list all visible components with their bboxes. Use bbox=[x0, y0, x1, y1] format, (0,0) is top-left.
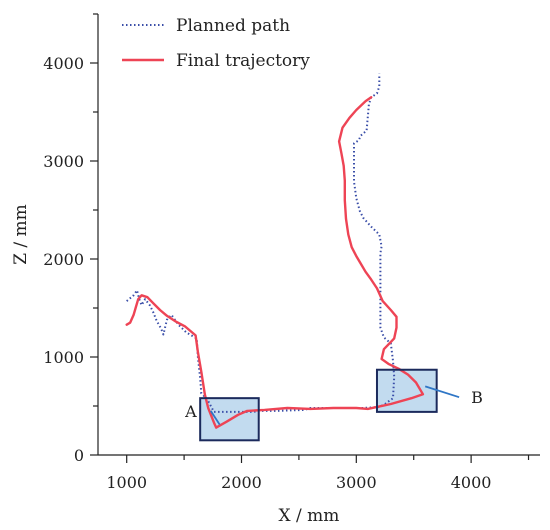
series-line-final-trajectory bbox=[125, 96, 425, 429]
series-line-planned-path bbox=[126, 73, 396, 413]
y-tick-label: 1000 bbox=[43, 348, 84, 367]
y-tick-label: 2000 bbox=[43, 250, 84, 269]
annotation-label-b: B bbox=[471, 388, 483, 407]
x-tick-label: 1000 bbox=[106, 473, 147, 492]
legend-label-planned-path: Planned path bbox=[176, 16, 290, 36]
x-axis-title: X / mm bbox=[279, 506, 340, 526]
x-tick-label: 4000 bbox=[451, 473, 492, 492]
plot-area bbox=[125, 73, 437, 441]
y-tick-label: 3000 bbox=[43, 152, 84, 171]
annotation-label-a: A bbox=[184, 402, 197, 421]
x-ticks: 1000 2000 3000 4000 bbox=[106, 455, 530, 492]
y-axis-title: Z / mm bbox=[11, 204, 31, 265]
x-tick-label: 3000 bbox=[336, 473, 377, 492]
x-tick-label: 2000 bbox=[221, 473, 262, 492]
y-ticks: 0 1000 2000 3000 4000 bbox=[43, 13, 98, 465]
annotation-pointer-a bbox=[209, 410, 221, 426]
axes: 1000 2000 3000 4000 0 1000 2000 3000 4000 X / m… bbox=[11, 13, 540, 526]
annotation-pointer-b bbox=[424, 385, 460, 399]
legend-label-final-trajectory: Final trajectory bbox=[176, 51, 310, 71]
y-tick-label: 4000 bbox=[43, 54, 84, 73]
annotation-frame-a bbox=[199, 397, 260, 442]
y-tick-label: 0 bbox=[74, 446, 84, 465]
legend: Planned path Final trajectory bbox=[122, 16, 310, 71]
annotations: AB bbox=[184, 368, 483, 442]
